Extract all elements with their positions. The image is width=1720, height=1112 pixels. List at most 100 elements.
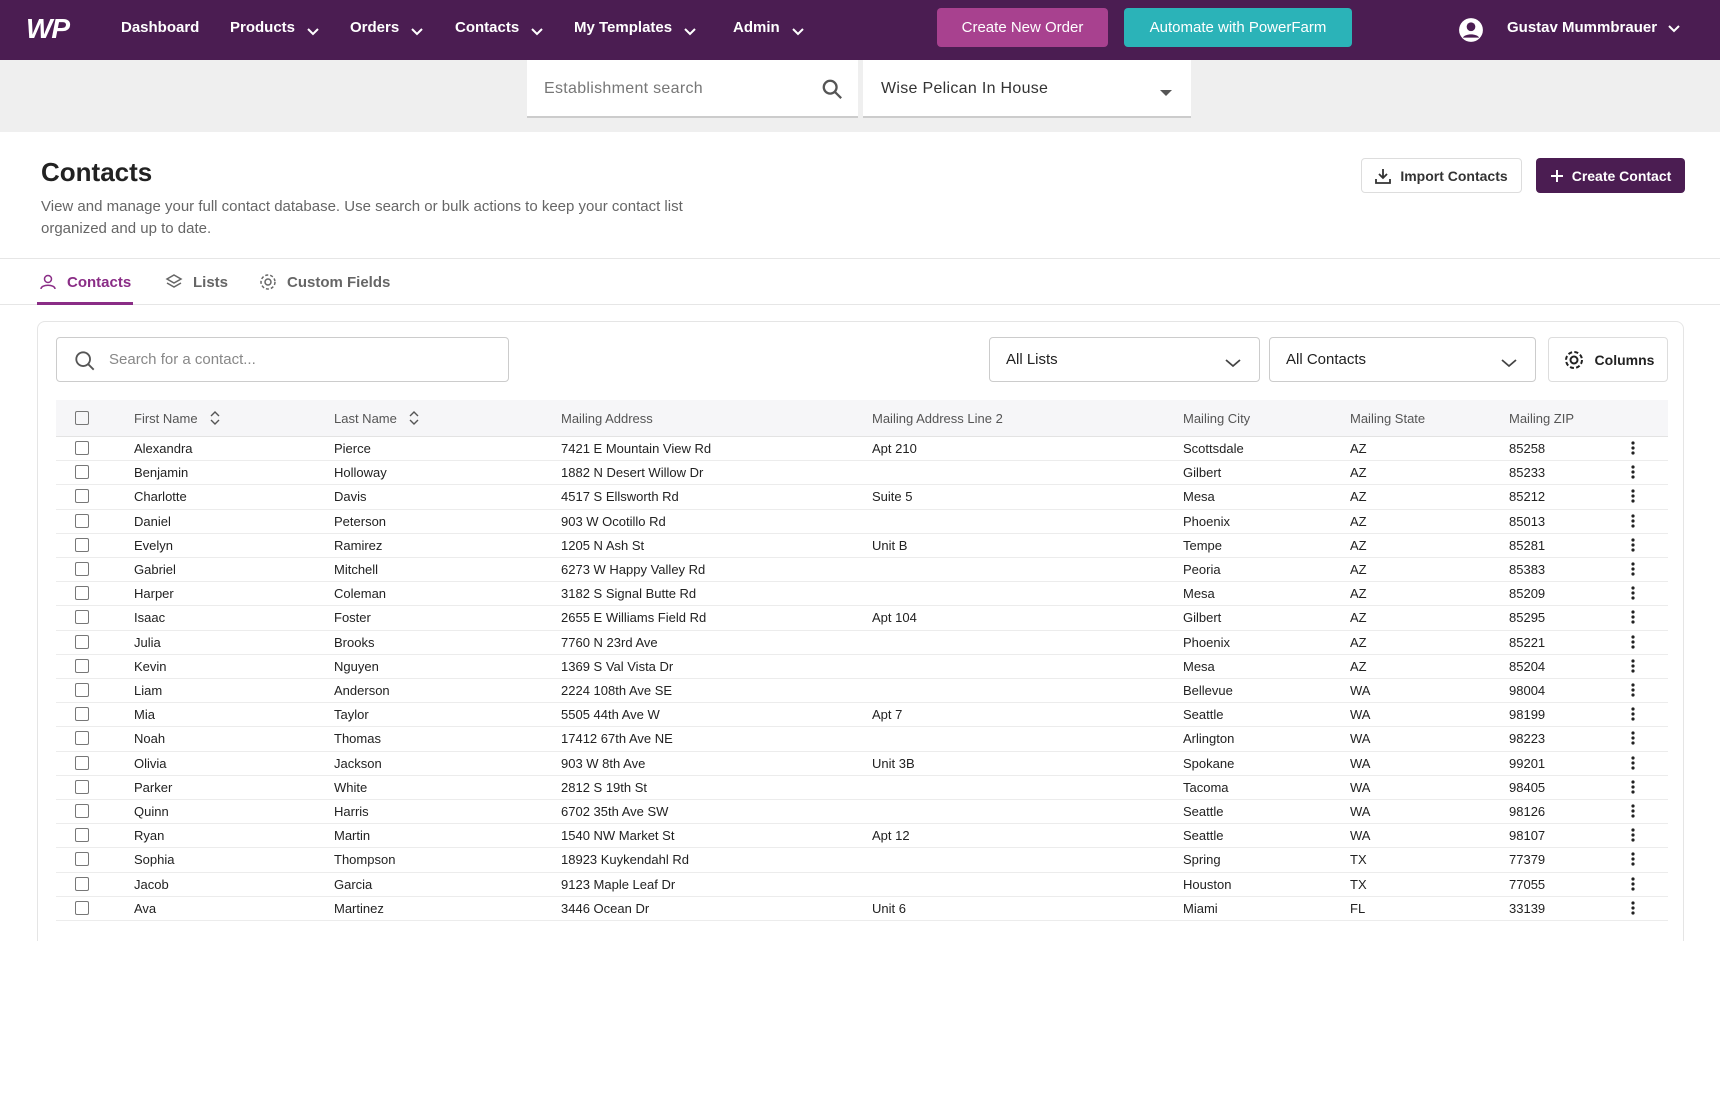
table-row: Kevin Nguyen 1369 S Val Vista Dr Mesa AZ 8520… [56,654,1668,679]
table-row: Daniel Peterson 903 W Ocotillo Rd Phoenix AZ… [56,509,1668,534]
table-cell: 77379 [1509,852,1546,868]
table-cell: 85204 [1509,658,1546,674]
tab-icon [259,273,279,298]
table-cell: Tacoma [1183,779,1229,795]
checkbox[interactable] [75,683,89,697]
tab[interactable]: Lists [193,274,229,291]
checkbox[interactable] [75,465,89,480]
table-cell: Quinn [134,804,169,819]
checkbox[interactable] [75,562,89,576]
row-menu [1630,755,1636,775]
filter-select[interactable]: All Contacts [1269,337,1536,382]
checkbox[interactable] [75,658,89,673]
checkbox[interactable] [75,537,89,552]
checkbox[interactable] [75,876,89,891]
establishment-select[interactable]: Wise Pelican In House [863,60,1191,118]
column-header[interactable]: Last Name [334,411,397,426]
checkbox[interactable] [75,411,89,425]
establishment-bar: Establishment search Wise Pelican In Hou… [0,60,1720,132]
checkbox[interactable] [75,852,89,867]
import-contacts-button[interactable]: Import Contacts [1361,158,1522,193]
row-menu-svg [1631,538,1635,552]
tab[interactable]: Contacts [67,274,132,291]
table-cell: 1369 S Val Vista Dr [561,658,674,674]
row-menu [1630,683,1636,702]
columns-button[interactable]: Columns [1548,337,1668,382]
checkbox[interactable] [75,513,89,528]
chevron [1501,355,1517,373]
checkbox[interactable] [75,634,89,649]
tab[interactable]: Custom Fields [287,274,391,291]
table-cell: 3182 S Signal Butte Rd [561,586,697,602]
checkbox[interactable] [75,755,89,770]
row-menu-svg [1631,513,1635,528]
chevron [411,24,423,42]
placeholder: Search for a contact... [109,351,256,368]
sort-icon-svg [210,411,220,425]
chevron [531,24,543,42]
row-menu [1630,634,1636,654]
table-cell: Bellevue [1183,683,1233,698]
row-menu-svg [1631,683,1635,697]
table-cell: Jackson [334,755,382,771]
nav-item[interactable]: Contacts [455,19,520,36]
row-menu-svg [1631,586,1635,600]
table-cell: AZ [1350,610,1367,626]
tab-icon-svg [40,274,56,290]
checkbox[interactable] [75,828,89,843]
row-menu-svg [1631,634,1635,649]
checkbox[interactable] [75,731,89,746]
table-cell: Brooks [334,634,375,650]
filter-select[interactable]: All Lists [989,337,1260,382]
row-menu-svg [1631,465,1635,479]
row-menu-svg [1631,489,1635,503]
establishment-search[interactable]: Establishment search [527,60,858,118]
contacts-table: First Name Last Name Mailing Address Mailin… [56,400,1668,942]
table-cell: 85212 [1509,489,1546,505]
nav-button[interactable]: Create New Order [937,8,1108,47]
table-cell: Jacob [134,876,169,892]
row-menu [1630,780,1636,799]
row-menu-svg [1631,755,1635,770]
checkbox[interactable] [75,779,89,794]
table-cell: Parker [134,779,173,795]
chevron [791,24,804,42]
chevron-svg [1501,359,1517,368]
column-header[interactable]: First Name [134,411,198,426]
table-cell: AZ [1350,489,1367,505]
table-cell: Ava [134,900,157,916]
checkbox[interactable] [75,586,89,601]
row-menu [1630,804,1636,823]
nav-item[interactable]: My Templates [574,19,673,36]
table-cell: WA [1350,804,1371,819]
user-name[interactable]: Gustav Mummbrauer [1507,19,1658,36]
selected-value: Wise Pelican In House [881,80,1049,97]
gear-icon [1564,350,1583,369]
logo[interactable]: WP [26,13,70,44]
nav-item[interactable]: Dashboard [121,19,200,36]
checkbox[interactable] [75,441,89,455]
table-cell: Julia [134,634,161,650]
contact-search[interactable]: Search for a contact... [56,337,509,382]
nav-item[interactable]: Admin [733,19,780,36]
checkbox[interactable] [75,610,89,625]
column-header: Mailing City [1183,411,1251,426]
table-cell: Spokane [1183,755,1235,771]
table-cell: Davis [334,489,367,505]
table-cell: 85233 [1509,465,1546,481]
table-cell: Thompson [334,852,396,868]
table-cell: Daniel [134,513,171,529]
table-cell: 85013 [1509,513,1546,529]
table-row: Noah Thomas 17412 67th Ave NE Arlington WA 98… [56,726,1668,752]
table-cell: 85258 [1509,441,1546,456]
checkbox[interactable] [75,489,89,504]
checkbox[interactable] [75,707,89,722]
nav-item[interactable]: Products [230,19,296,36]
create-contact-button[interactable]: Create Contact [1536,158,1685,193]
table-cell: AZ [1350,634,1367,650]
checkbox[interactable] [75,900,89,915]
nav-button[interactable]: Automate with PowerFarm [1124,8,1352,47]
nav-item[interactable]: Orders [350,19,400,36]
table-cell: 98199 [1509,707,1546,723]
checkbox[interactable] [75,804,89,818]
